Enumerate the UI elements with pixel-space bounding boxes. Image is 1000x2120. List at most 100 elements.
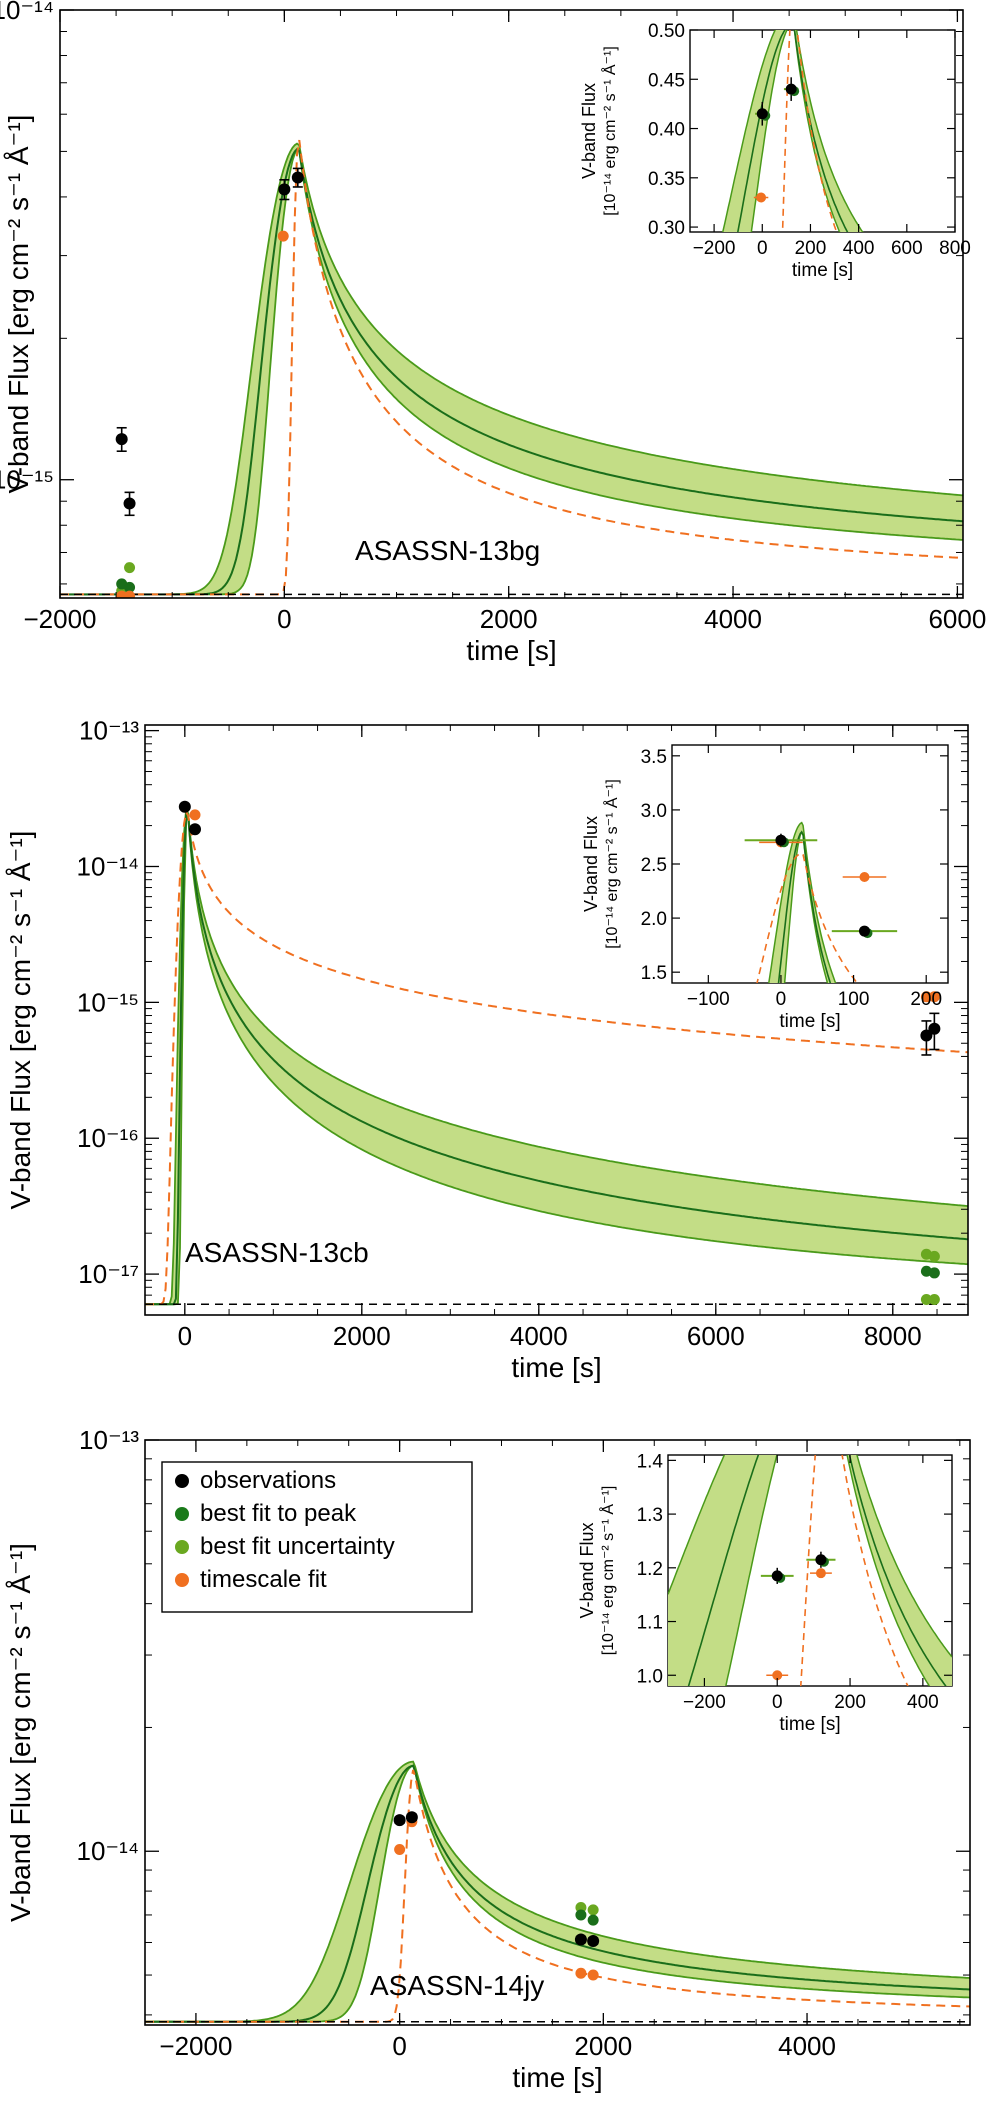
best-fit-point <box>575 1909 587 1921</box>
inset-best-fit-line <box>737 30 849 232</box>
object-label: ASASSN-14jy <box>370 1970 544 2001</box>
inset-frame <box>671 744 949 984</box>
panel-13cb: 0 2000 4000 6000 800010⁻¹³10⁻¹⁴10⁻¹⁵10⁻¹⁶10⁻… <box>5 716 969 1383</box>
y-tick-label: 10⁻¹⁵ <box>77 987 139 1017</box>
inset-x-tick-label: 200 <box>795 238 827 259</box>
object-label: ASASSN-13cb <box>185 1237 369 1268</box>
y-tick-label: 10⁻¹⁴ <box>77 1836 139 1866</box>
timescale-point <box>189 809 201 821</box>
inset-band-edge <box>768 821 837 983</box>
inset-14jy: −200 0 200 400 1.0 1.1 1.2 1.3 1.4 time [s] V-band… <box>577 1451 953 1735</box>
legend-label: best fit to peak <box>200 1500 357 1527</box>
inset-observation-point <box>771 1570 783 1582</box>
observation-point <box>188 823 201 836</box>
timescale-point <box>575 1967 587 1979</box>
legend-marker <box>175 1573 189 1587</box>
inset-13bg: −200 0 200 400 600 800 0.30 0.35 0.40 0.45 0.50 tim… <box>579 21 971 281</box>
x-tick-label: −2000 <box>159 2031 232 2061</box>
x-axis-label: time [s] <box>466 635 556 666</box>
x-tick-label: 2000 <box>480 604 538 634</box>
inset-observation-point <box>815 1554 827 1566</box>
inset-y-tick-label: 1.1 <box>637 1613 663 1634</box>
timescale-point <box>394 1843 406 1855</box>
timescale-point <box>277 230 289 242</box>
inset-y-tick-label: 0.30 <box>648 218 685 239</box>
inset-band-edge <box>725 1455 931 1686</box>
observation-point <box>920 1029 933 1042</box>
x-tick-label: 6000 <box>928 604 986 634</box>
best-fit-point <box>124 581 136 593</box>
inset-y-tick-label: 1.2 <box>637 1559 663 1580</box>
inset-y-tick-label: 0.35 <box>648 169 685 190</box>
x-tick-label: 4000 <box>510 1321 568 1351</box>
inset-y-axis-label: V-band Flux <box>577 1522 597 1618</box>
y-axis-label: V-band Flux [erg cm⁻² s⁻¹ Å⁻¹] <box>5 1543 36 1922</box>
band-edge-upper <box>145 1760 970 2023</box>
observation-point <box>291 171 304 184</box>
plot-frame <box>144 724 969 1316</box>
inset-timescale-point <box>815 1568 826 1579</box>
legend-label: timescale fit <box>200 1566 327 1593</box>
x-tick-label: 2000 <box>333 1321 391 1351</box>
uncertainty-point <box>920 1294 932 1306</box>
observation-point <box>115 433 128 446</box>
legend-marker <box>175 1507 189 1521</box>
inset-timescale-point <box>859 871 870 882</box>
plot-area <box>145 800 968 1306</box>
inset-band-edge <box>721 30 864 232</box>
uncertainty-band <box>145 808 968 1305</box>
uncertainty-band <box>145 1761 970 2022</box>
uncertainty-point <box>928 1294 940 1306</box>
y-axis-label: V-band Flux [erg cm⁻² s⁻¹ Å⁻¹] <box>3 115 34 494</box>
observation-point <box>178 800 191 813</box>
observation-point <box>587 1934 600 1947</box>
timescale-fit-line <box>60 139 963 596</box>
inset-x-tick-label: 0 <box>776 989 787 1010</box>
best-fit-point <box>928 1267 940 1279</box>
object-label: ASASSN-13bg <box>355 535 540 566</box>
timescale-fit-line <box>145 1769 970 2023</box>
x-tick-label: 0 <box>392 2031 406 2061</box>
inset-y-axis-units: [10⁻¹⁴ erg cm⁻² s⁻¹ Å⁻¹] <box>600 46 619 216</box>
x-axis-label: time [s] <box>512 2062 602 2093</box>
legend-marker <box>175 1474 189 1488</box>
inset-y-tick-label: 0.50 <box>648 21 685 42</box>
legend: observations best fit to peak best fit unc… <box>161 1461 473 1613</box>
inset-y-tick-label: 2.5 <box>641 855 667 876</box>
inset-plot-area <box>744 821 898 983</box>
best-fit-line <box>145 1764 970 2023</box>
legend-label: observations <box>200 1467 336 1494</box>
inset-y-tick-label: 0.45 <box>648 70 685 91</box>
observation-point <box>928 1022 941 1035</box>
x-tick-label: 4000 <box>704 604 762 634</box>
inset-timescale-line <box>799 1455 909 1686</box>
plot-frame <box>59 9 964 599</box>
inset-y-tick-label: 3.5 <box>641 747 667 768</box>
plot-frame <box>144 1439 971 2026</box>
observation-point <box>278 183 291 196</box>
uncertainty-point <box>928 1250 940 1262</box>
inset-x-tick-label: 0 <box>772 1692 783 1713</box>
inset-13cb: −100 0 100 200 1.5 2.0 2.5 3.0 3.5 time [s] V-band… <box>581 744 949 1032</box>
inset-x-tick-label: −200 <box>683 1692 726 1713</box>
band-edge-upper <box>60 142 963 596</box>
inset-plot-area <box>668 1455 952 1686</box>
inset-x-tick-label: 200 <box>910 989 942 1010</box>
best-fit-line <box>145 811 968 1306</box>
inset-timescale-point <box>756 192 767 203</box>
observation-point <box>574 1933 587 1946</box>
best-fit-point <box>587 1914 599 1926</box>
inset-y-tick-label: 1.5 <box>641 963 667 984</box>
y-tick-label: 10⁻¹⁵ <box>0 465 54 495</box>
band-edge-lower <box>145 814 968 1306</box>
band-edge-upper <box>145 808 968 1306</box>
timescale-point <box>920 991 932 1003</box>
inset-y-axis-label: V-band Flux <box>581 816 601 912</box>
x-tick-label: 6000 <box>687 1321 745 1351</box>
inset-x-tick-label: 600 <box>891 238 923 259</box>
inset-y-axis-label: V-band Flux <box>579 83 599 179</box>
x-tick-label: 8000 <box>864 1321 922 1351</box>
inset-y-tick-label: 1.4 <box>637 1451 664 1472</box>
legend-label: best fit uncertainty <box>200 1533 395 1560</box>
